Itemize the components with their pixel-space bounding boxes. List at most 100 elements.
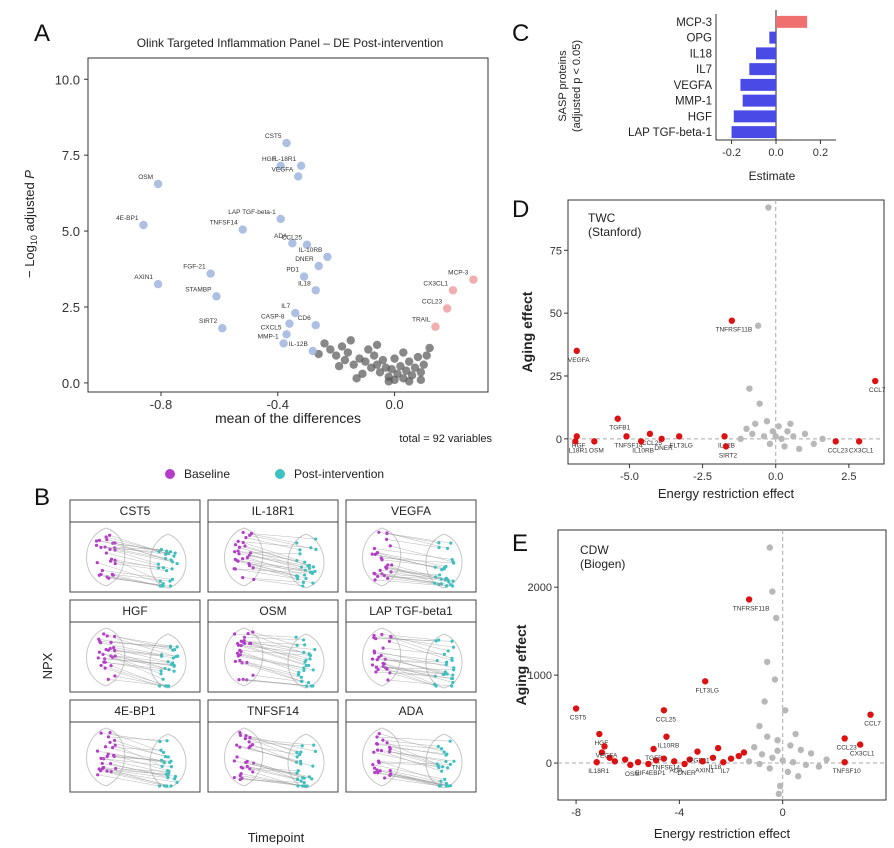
panel-b-point-baseline xyxy=(388,773,392,778)
panel-b-pair-line xyxy=(389,641,453,661)
panel-b-point-baseline xyxy=(238,774,242,778)
panel-b-violin-baseline xyxy=(362,727,402,787)
panel-b-point-post xyxy=(445,546,450,550)
panel-a-point-ns xyxy=(358,369,367,378)
panel-b-point-baseline xyxy=(385,566,389,571)
panel-b-point-post xyxy=(447,580,451,584)
panel-b-point-baseline xyxy=(113,634,117,639)
panel-b-point-baseline xyxy=(99,545,103,550)
panel-e-point-sig xyxy=(621,756,629,763)
panel-e-point-sig xyxy=(606,754,613,761)
panel-b-point-post xyxy=(441,765,445,769)
panel-b-point-post xyxy=(434,639,438,643)
panel-b-xlabel: Timepoint xyxy=(248,830,305,845)
panel-a-point-ns xyxy=(320,339,329,348)
panel-b-point-post xyxy=(450,658,454,662)
panel-b-pair-line xyxy=(108,736,168,742)
panel-b-point-baseline xyxy=(235,558,239,563)
panel-b-point-post xyxy=(174,654,178,659)
panel-b-pair-line xyxy=(250,643,306,663)
panel-b-point-baseline xyxy=(108,740,112,744)
panel-e-point-ns xyxy=(802,761,810,769)
panel-a-label-il7: IL7 xyxy=(281,303,290,310)
panel-b-point-post xyxy=(294,635,298,639)
panel-b-point-post xyxy=(437,541,441,545)
panel-d-point-ns xyxy=(749,430,756,438)
panel-b-pair-line xyxy=(377,659,447,663)
panel-b-facet-panel xyxy=(69,621,201,693)
panel-b-point-post xyxy=(163,784,167,788)
panel-a-xtick-label: -0.8 xyxy=(150,397,172,412)
panel-b-point-post xyxy=(452,666,456,670)
panel-b-point-post xyxy=(169,784,173,788)
panel-b-point-baseline xyxy=(109,664,113,668)
panel-b-pair-line xyxy=(375,579,447,587)
panel-b-point-post xyxy=(295,755,299,759)
panel-b-point-post xyxy=(302,573,307,577)
panel-b-point-baseline xyxy=(105,538,109,542)
panel-b-point-post xyxy=(165,569,169,573)
panel-a-point-casp-8 xyxy=(285,319,294,328)
panel-e-point-ccl7 xyxy=(867,711,874,718)
panel-b-pair-line xyxy=(383,663,435,685)
panel-b-pair-line xyxy=(374,573,451,585)
panel-a-label-tnfsf14: TNFSF14 xyxy=(210,220,239,227)
panel-b-point-baseline xyxy=(106,677,110,681)
panel-b-point-baseline xyxy=(99,663,103,668)
panel-b-pair-line xyxy=(99,651,162,675)
panel-a-point-ns xyxy=(416,368,426,377)
panel-b-point-post xyxy=(175,780,179,784)
panel-e-point-hgf xyxy=(596,730,603,738)
panel-b-point-post xyxy=(295,750,299,755)
panel-b-point-baseline xyxy=(245,759,249,764)
panel-d-label-ccl23: CCL23 xyxy=(828,447,849,454)
panel-b-pair-line xyxy=(241,645,304,653)
panel-b-point-post xyxy=(298,552,302,556)
panel-b-point-baseline xyxy=(375,735,379,739)
panel-b-pair-line xyxy=(374,772,440,787)
panel-b-point-baseline xyxy=(99,731,103,735)
panel-b-violin-post xyxy=(287,533,325,589)
panel-b-point-baseline xyxy=(94,543,99,547)
panel-b-point-baseline xyxy=(244,536,248,540)
panel-b-pair-line xyxy=(390,770,447,784)
panel-b-point-baseline xyxy=(373,578,377,582)
panel-b-pair-line xyxy=(239,650,311,656)
panel-b-point-post xyxy=(313,749,318,754)
panel-a-label-ada: ADA xyxy=(274,233,288,240)
panel-b-pair-line xyxy=(378,760,441,782)
panel-e-point-tnfrsf11b xyxy=(745,596,753,603)
panel-d-label-hgf: HGF xyxy=(572,442,586,449)
panel-b-point-baseline xyxy=(384,537,389,541)
panel-a-point-ns xyxy=(402,366,411,375)
panel-b-point-post xyxy=(170,577,175,581)
panel-b-pair-line xyxy=(384,663,453,683)
panel-b-point-post xyxy=(302,666,306,670)
panel-e-point-ns xyxy=(784,768,792,776)
panel-b-pair-line xyxy=(243,642,315,650)
panel-a-point-stambp xyxy=(212,292,221,301)
panel-b-point-post xyxy=(298,548,302,552)
panel-b-violin-baseline xyxy=(362,627,402,687)
panel-b-point-post xyxy=(307,652,311,656)
panel-d-point-ns xyxy=(760,433,768,440)
panel-a-point-hgf xyxy=(276,161,285,170)
panel-a-label-il-18r1: IL-18R1 xyxy=(273,156,297,163)
panel-b-pair-line xyxy=(99,575,161,587)
panel-b-point-post xyxy=(446,649,450,653)
panel-e-point-ns xyxy=(774,736,781,744)
panel-b-facet-panel xyxy=(69,721,201,793)
panel-b-pair-line xyxy=(111,771,178,783)
panel-b-point-baseline xyxy=(247,562,251,566)
panel-b-point-baseline xyxy=(247,746,251,750)
panel-b-facet-title: LAP TGF-beta1 xyxy=(369,604,453,618)
panel-b-point-post xyxy=(303,560,307,564)
panel-e-point-sig xyxy=(686,756,693,763)
panel-b-point-post xyxy=(169,759,173,763)
panel-b-point-post xyxy=(173,774,178,779)
panel-e-label-tnfsf14: TNFSF14 xyxy=(652,765,681,772)
panel-a-point-il-10rb xyxy=(323,252,332,262)
panel-b-point-baseline xyxy=(377,761,381,765)
panel-b-point-post xyxy=(168,579,172,583)
panel-d-label-tnfrsf11b: TNFRSF11B xyxy=(715,327,752,334)
